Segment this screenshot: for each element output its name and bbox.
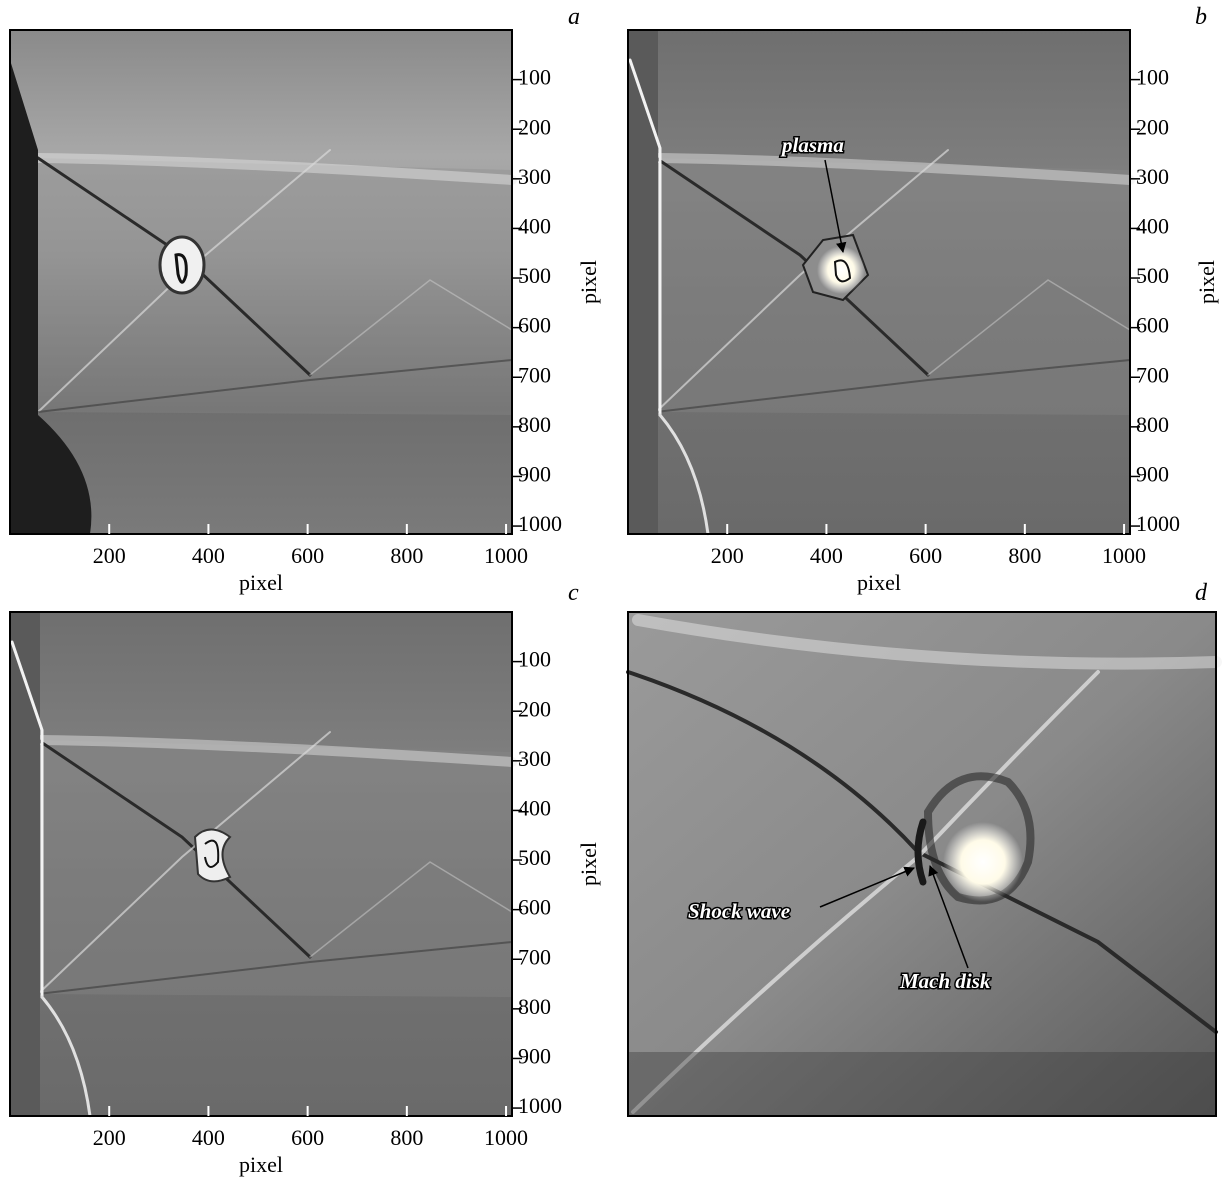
x-tick-label: 600 [291,543,324,568]
y-axis-label: pixel [576,842,601,886]
x-tick-label: 400 [192,1125,225,1150]
x-tick-label: 1000 [1102,543,1146,568]
x-axis-label: pixel [857,570,901,595]
y-axis-label: pixel [576,260,601,304]
y-tick-label: 500 [518,845,551,870]
y-tick-label: 300 [518,746,551,771]
x-tick-label: 1000 [484,543,528,568]
x-tick-label: 400 [810,543,843,568]
y-tick-label: 200 [518,114,551,139]
image-b [628,30,1130,534]
y-tick-label: 700 [518,944,551,969]
panel-label: d [1195,580,1208,606]
y-tick-label: 300 [518,164,551,189]
y-tick-label: 1000 [1136,511,1180,536]
y-tick-label: 400 [1136,213,1169,238]
y-tick-label: 100 [518,65,551,90]
x-tick-label: 200 [93,543,126,568]
y-tick-label: 400 [518,795,551,820]
x-tick-label: 400 [192,543,225,568]
y-tick-label: 100 [1136,65,1169,90]
x-tick-label: 200 [93,1125,126,1150]
x-tick-label: 800 [390,1125,423,1150]
y-tick-label: 600 [1136,313,1169,338]
x-axis-label: pixel [239,570,283,595]
y-tick-label: 700 [1136,362,1169,387]
image-a [10,30,512,534]
image-d [628,612,1216,1116]
y-tick-label: 300 [1136,164,1169,189]
y-tick-label: 800 [1136,412,1169,437]
y-tick-label: 1000 [518,1093,562,1118]
x-tick-label: 600 [909,543,942,568]
x-tick-label: 800 [390,543,423,568]
y-tick-label: 400 [518,213,551,238]
y-tick-label: 800 [518,994,551,1019]
y-tick-label: 900 [1136,462,1169,487]
panel-label: a [568,4,580,30]
annotation: Mach disk [899,969,991,993]
y-tick-label: 200 [1136,114,1169,139]
x-tick-label: 600 [291,1125,324,1150]
y-tick-label: 700 [518,362,551,387]
panel-label: c [568,580,579,606]
y-tick-label: 600 [518,313,551,338]
x-tick-label: 200 [711,543,744,568]
y-tick-label: 500 [1136,263,1169,288]
x-axis-label: pixel [239,1152,283,1177]
x-tick-label: 800 [1008,543,1041,568]
y-axis-label: pixel [1194,260,1219,304]
y-tick-label: 900 [518,1044,551,1069]
y-tick-label: 600 [518,895,551,920]
y-tick-label: 500 [518,263,551,288]
y-tick-label: 900 [518,462,551,487]
y-tick-label: 100 [518,647,551,672]
annotation: Shock wave [688,899,790,923]
x-tick-label: 1000 [484,1125,528,1150]
figure: a b c d plasma Shock wave Mach disk 200 4… [0,0,1226,1180]
y-tick-label: 800 [518,412,551,437]
y-tick-label: 200 [518,696,551,721]
annotation: plasma [780,133,844,157]
image-c [10,612,512,1116]
panel-label: b [1195,4,1207,30]
y-tick-label: 1000 [518,511,562,536]
